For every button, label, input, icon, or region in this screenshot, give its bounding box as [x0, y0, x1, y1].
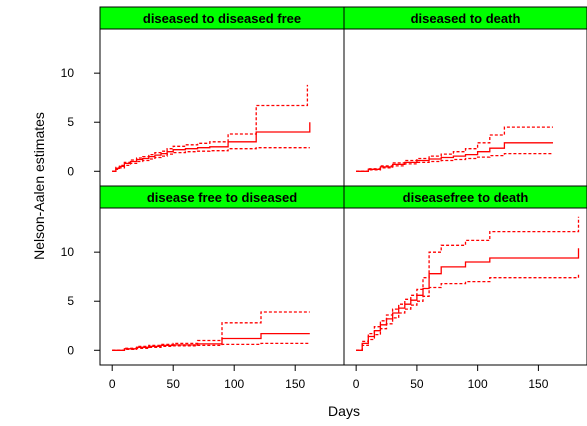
y-tick-label: 0 [67, 343, 74, 357]
upper-ci-line [112, 311, 310, 351]
estimate-line [356, 142, 553, 172]
x-tick-label: 150 [528, 377, 548, 391]
x-tick-label: 100 [468, 377, 488, 391]
panel-border [99, 28, 345, 187]
y-tick-label: 10 [61, 66, 75, 80]
x-tick-label: 50 [167, 377, 181, 391]
x-tick-label: 100 [224, 377, 244, 391]
estimate-line [112, 122, 311, 172]
y-axis-title: Nelson-Aalen estimates [31, 112, 47, 260]
x-axis-title: Days [328, 403, 360, 419]
panel-title: diseased to diseased free [143, 11, 301, 26]
y-tick-label: 10 [61, 245, 75, 259]
lower-ci-line [112, 342, 310, 351]
panel-border [343, 207, 587, 366]
x-tick-label: 0 [109, 377, 116, 391]
upper-ci-line [356, 126, 553, 172]
estimate-line [112, 332, 310, 351]
upper-ci-line [356, 216, 580, 351]
y-tick-label: 5 [67, 294, 74, 308]
y-tick-label: 0 [67, 164, 74, 178]
estimate-line [356, 248, 580, 351]
x-tick-label: 0 [353, 377, 360, 391]
x-tick-label: 150 [285, 377, 305, 391]
x-tick-label: 50 [410, 377, 424, 391]
lower-ci-line [356, 273, 580, 351]
lower-ci-line [356, 152, 553, 172]
panel-title: diseasefree to death [403, 190, 529, 205]
upper-ci-line [112, 84, 309, 172]
y-tick-label: 5 [67, 115, 74, 129]
panel-border [343, 28, 587, 187]
panel-title: diseased to death [411, 11, 521, 26]
panel-title: disease free to diseased [147, 190, 297, 205]
lower-ci-line [112, 147, 310, 172]
